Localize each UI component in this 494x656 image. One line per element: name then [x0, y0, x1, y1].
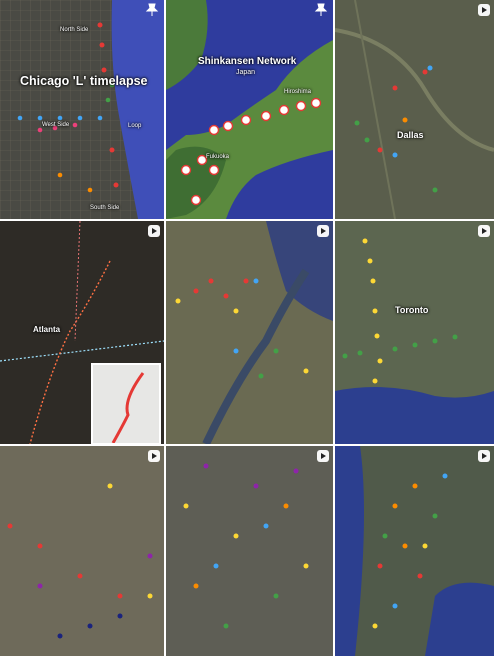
place-label: Hiroshima [284, 89, 312, 95]
tile-toronto[interactable]: Toronto [335, 221, 494, 444]
tile-title: Atlanta [33, 325, 61, 334]
tile-title: Shinkansen Network [198, 56, 297, 67]
place-label: North Side [60, 27, 89, 33]
play-icon [478, 225, 490, 237]
tile-nyc[interactable] [335, 446, 494, 656]
dallas-map [335, 0, 494, 219]
tile-bay[interactable] [166, 221, 333, 444]
place-label: Fukuoka [206, 154, 230, 160]
tile-chicago[interactable]: Chicago 'L' timelapse North Side Loop We… [0, 0, 164, 219]
bay-map [166, 221, 333, 444]
tile-atlanta[interactable]: Atlanta [0, 221, 164, 444]
play-icon [148, 450, 160, 462]
tile-subtitle: Japan [236, 69, 256, 76]
transit-map-7 [0, 446, 164, 656]
tile-transit-7[interactable] [0, 446, 164, 656]
play-icon [148, 225, 160, 237]
transit-map-8 [166, 446, 333, 656]
play-icon [317, 225, 329, 237]
tile-title: Toronto [395, 305, 429, 315]
tile-title: Chicago 'L' timelapse [20, 74, 148, 88]
japan-map [166, 0, 333, 219]
play-icon [478, 450, 490, 462]
tile-shinkansen[interactable]: Shinkansen Network Japan Hiroshima Fukuo… [166, 0, 333, 219]
place-label: West Side [42, 122, 70, 128]
tile-transit-8[interactable] [166, 446, 333, 656]
tile-dallas[interactable]: Dallas [335, 0, 494, 219]
place-label: South Side [90, 205, 120, 211]
tile-title: Dallas [397, 130, 424, 140]
nyc-map [335, 446, 494, 656]
pin-icon [145, 3, 159, 16]
chicago-map [0, 0, 164, 219]
play-icon [317, 450, 329, 462]
pin-icon [314, 3, 328, 16]
inset-map [91, 363, 161, 444]
toronto-map [335, 221, 494, 444]
place-label: Loop [128, 123, 142, 129]
play-icon [478, 4, 490, 16]
